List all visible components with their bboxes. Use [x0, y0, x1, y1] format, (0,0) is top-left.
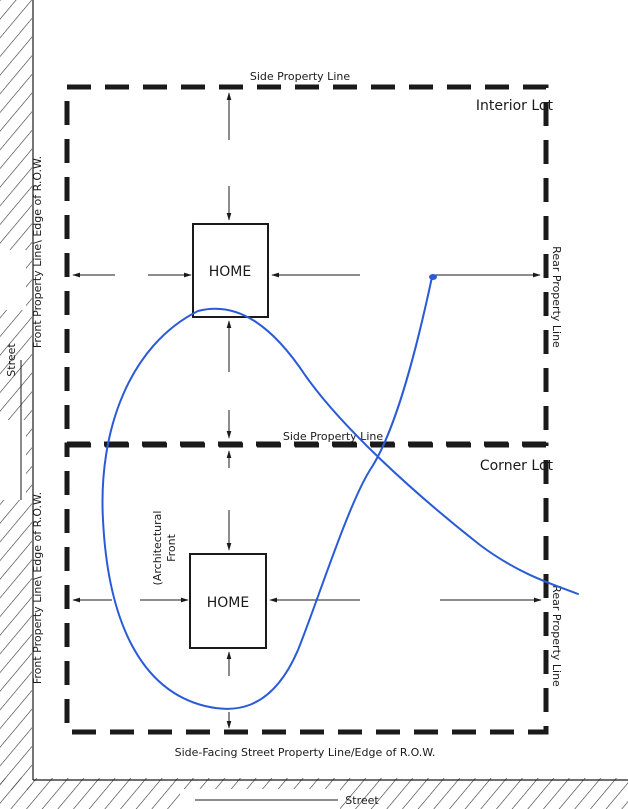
corner-bottom-property-line-label: Side-Facing Street Property Line/Edge of…: [175, 746, 436, 759]
street-left-label: Street: [5, 343, 18, 377]
interior-lot-boundary: [64, 84, 549, 447]
corner-home-label: HOME: [207, 595, 249, 611]
corner-lot-boundary: [64, 442, 549, 735]
interior-home-box: [192, 223, 269, 318]
street-bottom-label: Street: [345, 794, 379, 807]
corner-side-property-line-label: Side Property Line: [283, 430, 383, 443]
blue-annotation-dot: [429, 274, 437, 280]
corner-front-property-line-label: Front Property Line\ Edge of R.O.W.: [31, 492, 44, 684]
blue-annotation-stroke: [101, 276, 579, 710]
architectural-front-label: (Architectural: [151, 511, 164, 586]
interior-front-property-line-label: Front Property Line\ Edge of R.O.W.: [31, 156, 44, 348]
corner-home-box: [189, 553, 267, 649]
corner-rear-property-line-label: Rear Property Line: [550, 585, 563, 687]
interior-home-label: HOME: [209, 264, 251, 280]
interior-setback-arrows: [72, 92, 541, 439]
interior-side-property-line-label: Side Property Line: [250, 70, 350, 83]
architectural-front-label-2: Front: [165, 533, 178, 562]
corner-setback-arrows: [72, 450, 542, 729]
interior-lot-title: Interior Lot: [476, 98, 554, 114]
interior-rear-property-line-label: Rear Property Line: [550, 246, 563, 348]
corner-lot-title: Corner Lot: [480, 458, 554, 474]
